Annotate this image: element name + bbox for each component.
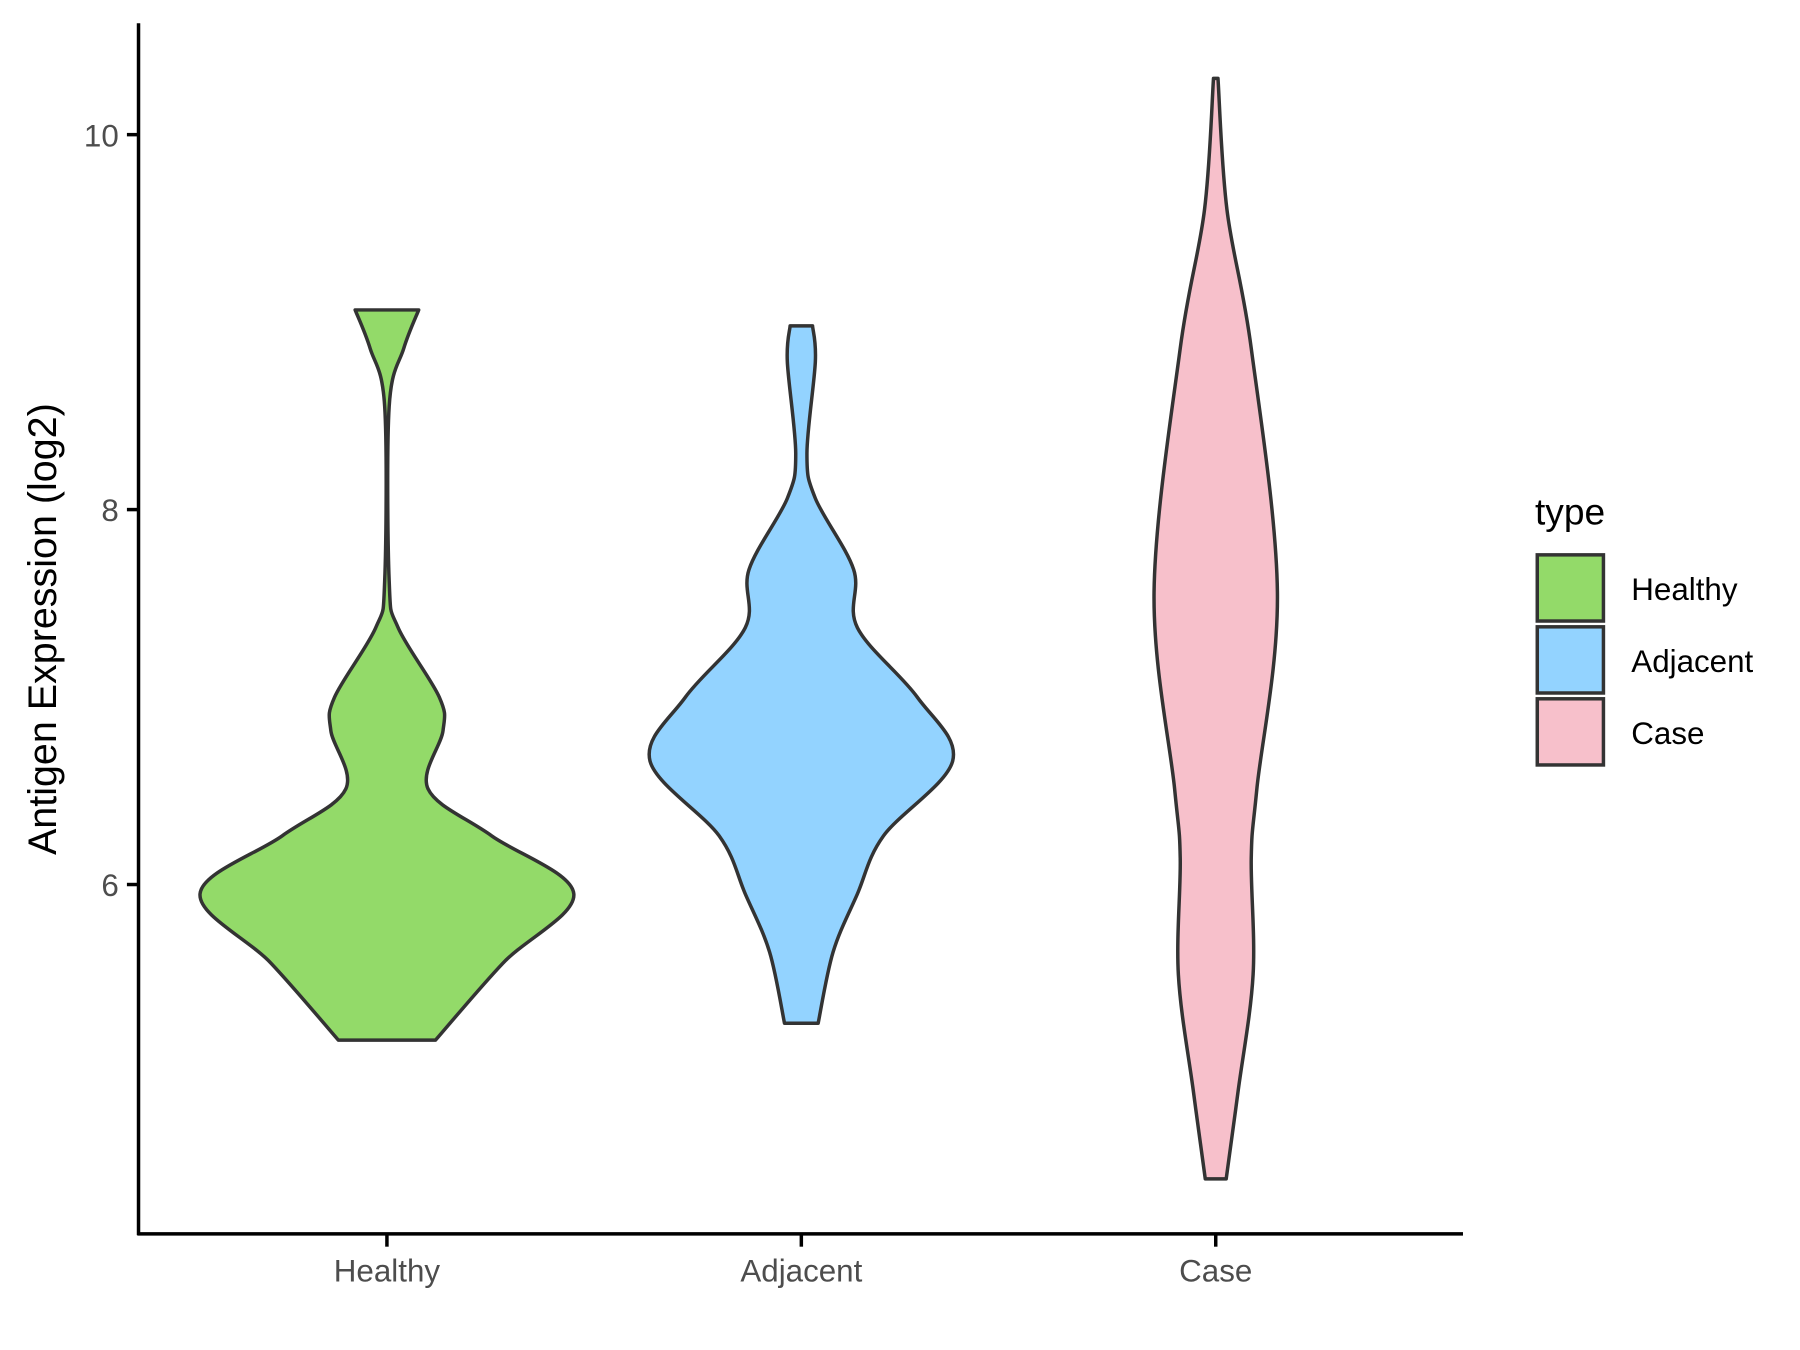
violin-healthy (198, 308, 576, 1042)
x-ticks: Healthy Adjacent Case (334, 1233, 1252, 1289)
y-tick-label: 8 (101, 493, 118, 528)
legend-title: type (1535, 491, 1605, 533)
violin-case (1152, 76, 1280, 1181)
legend-key-case (1535, 697, 1606, 767)
violin-adjacent (647, 324, 956, 1025)
y-axis-label: Antigen Expression (log2) (21, 403, 65, 855)
y-tick-label: 10 (84, 118, 119, 153)
y-tick-label: 6 (101, 868, 118, 903)
x-tick-label: Case (1179, 1254, 1252, 1289)
x-tick-label: Healthy (334, 1254, 441, 1289)
legend-label: Adjacent (1631, 644, 1753, 679)
x-tick-label: Adjacent (740, 1254, 862, 1289)
legend-key-healthy (1535, 553, 1606, 623)
legend-label: Healthy (1631, 572, 1738, 607)
y-ticks: 6 8 10 (84, 118, 139, 903)
violins (198, 76, 1280, 1181)
legend-label: Case (1631, 716, 1704, 751)
legend-key-adjacent (1535, 625, 1606, 695)
legend: type Healthy Adjacent Case (1535, 491, 1754, 767)
